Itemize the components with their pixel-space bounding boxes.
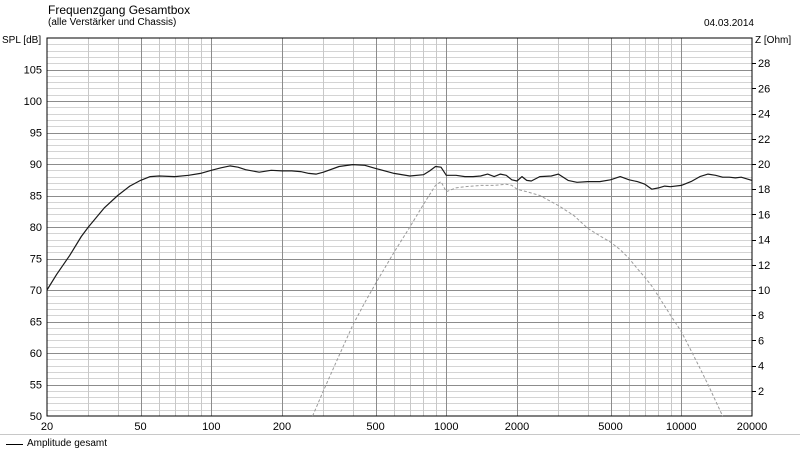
y-left-tick-label: 95 xyxy=(30,128,42,140)
legend-swatch xyxy=(6,444,23,445)
y-right-tick-label: 24 xyxy=(758,109,770,121)
x-tick-label: 50 xyxy=(134,421,146,433)
major-grid xyxy=(47,38,752,416)
y-left-tick-label: 70 xyxy=(30,285,42,297)
y-right-tick-label: 6 xyxy=(758,335,764,347)
y-right-tick-label: 2 xyxy=(758,386,764,398)
amplitude-series-line xyxy=(46,164,753,291)
y-left-tick-label: 75 xyxy=(30,254,42,266)
x-tick-label: 20000 xyxy=(737,421,768,433)
series-layer xyxy=(46,164,753,417)
x-tick-label: 10000 xyxy=(666,421,697,433)
chart-title: Frequenzgang Gesamtbox xyxy=(48,3,191,17)
y-left-tick-label: 80 xyxy=(30,222,42,234)
y-right-tick-label: 14 xyxy=(758,235,770,247)
y-left-tick-label: 55 xyxy=(30,380,42,392)
y-left-tick-label: 90 xyxy=(30,159,42,171)
y-right-tick-label: 18 xyxy=(758,184,770,196)
y-right-tick-label: 20 xyxy=(758,159,770,171)
y-right-tick-label: 22 xyxy=(758,134,770,146)
impedance-series-line xyxy=(312,181,724,417)
x-tick-label: 5000 xyxy=(598,421,622,433)
y-right-tick-label: 28 xyxy=(758,58,770,70)
y-left-tick-label: 100 xyxy=(24,96,42,108)
plot-frame xyxy=(46,37,753,417)
chart-date: 04.03.2014 xyxy=(703,18,754,29)
x-tick-label: 100 xyxy=(202,421,220,433)
x-tick-label: 2000 xyxy=(505,421,529,433)
y-right-tick-label: 26 xyxy=(758,83,770,95)
y-right-tick-label: 12 xyxy=(758,260,770,272)
legend-label: Amplitude gesamt xyxy=(27,438,108,449)
y-axis-right-label: Z [Ohm] xyxy=(755,35,792,46)
legend-separator xyxy=(0,434,800,435)
x-tick-label: 200 xyxy=(273,421,291,433)
tick-label-layer: 20 50 100 200 500 1000 2000 5000 10000 2000050556… xyxy=(24,58,771,433)
y-left-tick-label: 50 xyxy=(30,411,42,423)
y-right-tick-label: 8 xyxy=(758,310,764,322)
y-left-tick-label: 60 xyxy=(30,348,42,360)
y-left-tick-label: 85 xyxy=(30,191,42,203)
x-tick-label: 1000 xyxy=(434,421,458,433)
y-left-tick-label: 65 xyxy=(30,317,42,329)
y-axis-left-label: SPL [dB] xyxy=(2,35,42,46)
y-right-tick-label: 4 xyxy=(758,361,764,373)
y-right-tick-label: 10 xyxy=(758,285,770,297)
chart-subtitle: (alle Verstärker und Chassis) xyxy=(48,17,177,28)
y-right-tick-label: 16 xyxy=(758,209,770,221)
y-left-tick-label: 105 xyxy=(24,65,42,77)
x-tick-label: 20 xyxy=(41,421,53,433)
x-tick-label: 500 xyxy=(366,421,384,433)
